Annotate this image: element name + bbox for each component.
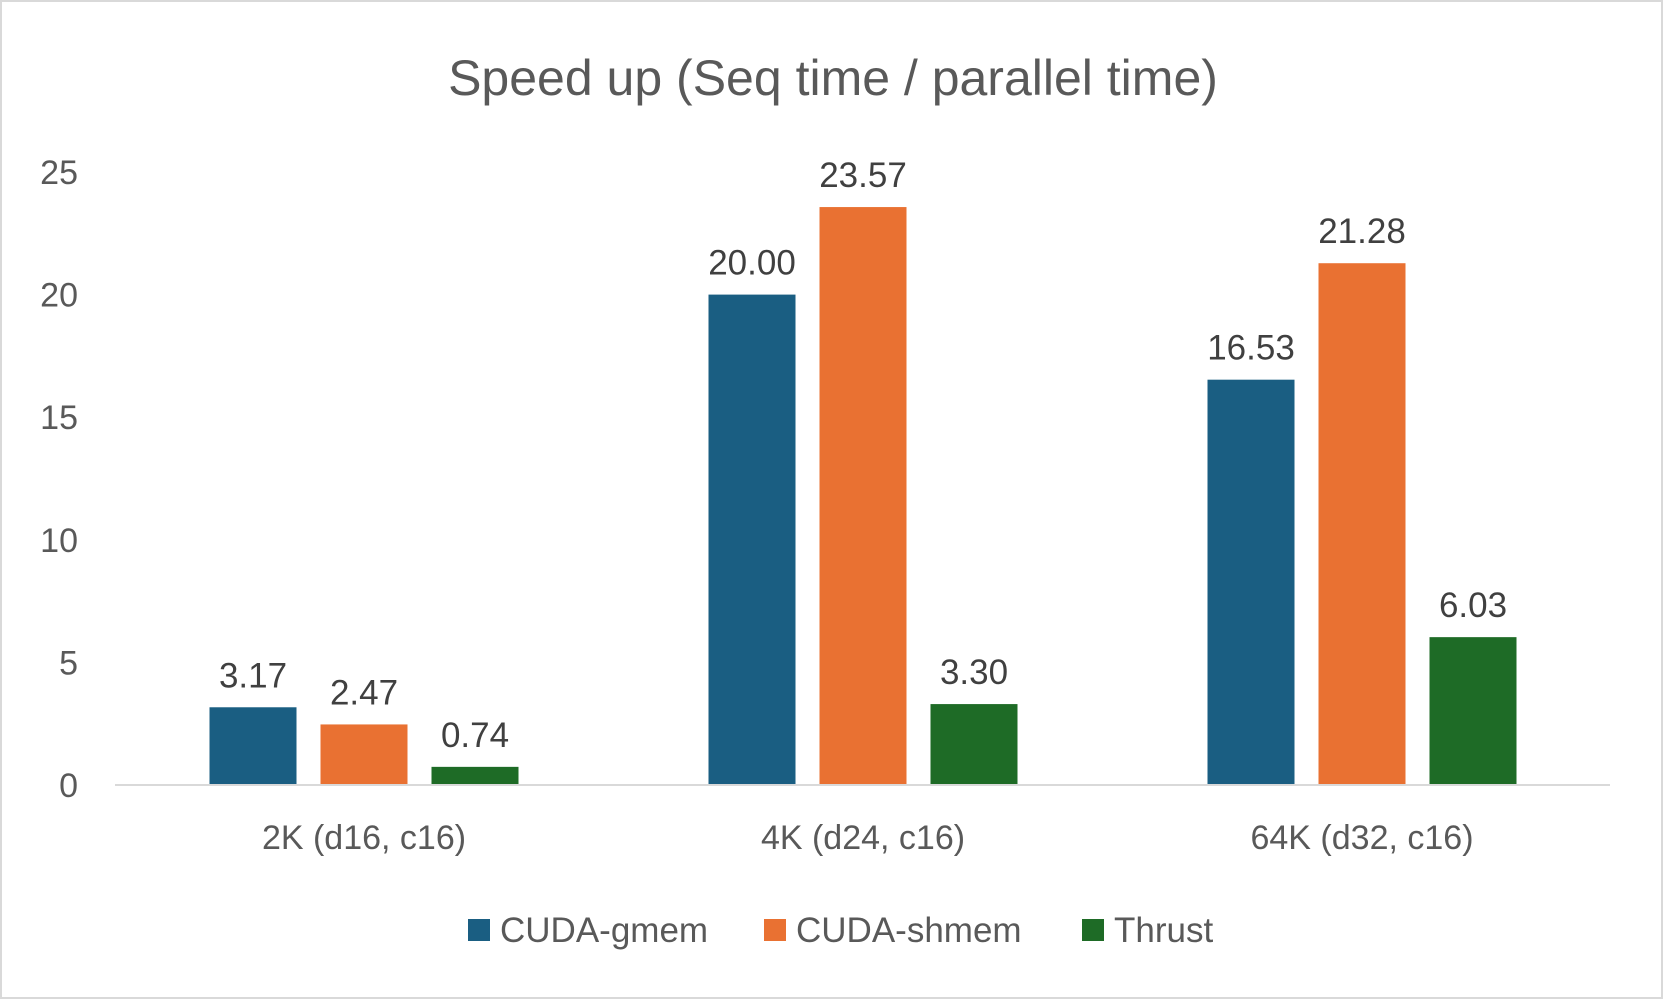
data-label: 0.74	[441, 716, 509, 755]
bar-thrust-1	[930, 704, 1018, 785]
y-tick-label: 25	[40, 154, 78, 192]
category-labels: 2K (d16, c16) 4K (d24, c16) 64K (d32, c16)	[262, 819, 1474, 857]
data-label: 21.28	[1318, 212, 1406, 251]
legend-label: CUDA-gmem	[500, 911, 708, 950]
data-label: 16.53	[1207, 329, 1295, 368]
bar-cuda-shmem-0	[320, 724, 408, 785]
category-label: 4K (d24, c16)	[761, 819, 965, 857]
data-labels-group: 3.17 2.47 0.74 20.00 23.57 3.30 16.53 21.28 6.03	[219, 156, 1507, 755]
bar-thrust-2	[1429, 637, 1517, 785]
legend-label: Thrust	[1114, 911, 1213, 950]
legend: CUDA-gmem CUDA-shmem Thrust	[468, 911, 1213, 950]
legend-swatch	[1082, 919, 1104, 941]
category-label: 2K (d16, c16)	[262, 819, 466, 857]
y-tick-label: 20	[40, 277, 78, 315]
bars-group	[209, 207, 1517, 786]
y-tick-label: 0	[59, 767, 78, 805]
data-label: 20.00	[708, 244, 796, 283]
data-label: 2.47	[330, 673, 398, 712]
bar-cuda-shmem-1	[819, 207, 907, 785]
bar-cuda-gmem-2	[1207, 379, 1295, 785]
chart-title: Speed up (Seq time / parallel time)	[448, 50, 1218, 106]
data-label: 3.17	[219, 656, 287, 695]
category-label: 64K (d32, c16)	[1250, 819, 1473, 857]
bar-thrust-0	[431, 766, 519, 785]
bar-cuda-shmem-2	[1318, 263, 1406, 786]
bar-cuda-gmem-0	[209, 707, 297, 785]
legend-swatch	[468, 919, 490, 941]
legend-swatch	[764, 919, 786, 941]
y-tick-label: 15	[40, 399, 78, 437]
legend-label: CUDA-shmem	[796, 911, 1022, 950]
bar-cuda-gmem-1	[708, 294, 796, 785]
y-axis-ticks: 0 5 10 15 20 25	[40, 154, 78, 805]
y-tick-label: 10	[40, 522, 78, 560]
y-tick-label: 5	[59, 644, 78, 682]
data-label: 6.03	[1439, 586, 1507, 625]
data-label: 3.30	[940, 653, 1008, 692]
data-label: 23.57	[819, 156, 907, 195]
